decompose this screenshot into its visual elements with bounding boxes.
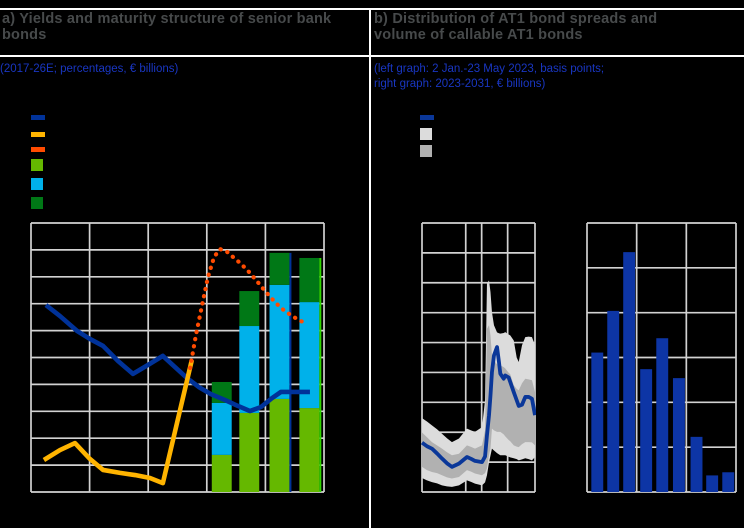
- yellow-line-swatch: [31, 132, 45, 137]
- median-line-swatch: [420, 115, 434, 120]
- panel-a-legend: [31, 113, 151, 213]
- blue-line-swatch: [31, 115, 45, 120]
- panel-b-title-line2: volume of callable AT1 bonds: [374, 27, 583, 43]
- panel-b-subtitle: (left graph: 2 Jan.-23 May 2023, basis p…: [374, 62, 604, 92]
- panel-a-title-line2: bonds: [2, 27, 47, 43]
- panel-a-chart: [30, 222, 325, 493]
- panel-divider: [369, 8, 371, 528]
- median-line: [421, 345, 536, 469]
- panel-b-title: b) Distribution of AT1 bond spreads and v…: [374, 11, 740, 43]
- stacked-bars: [211, 252, 322, 492]
- dark-gray-band: [422, 325, 535, 479]
- panel-b-legend: [420, 113, 540, 213]
- top-rule: [0, 8, 744, 10]
- panel-a-title-line1: a) Yields and maturity structure of seni…: [2, 11, 332, 27]
- panel-b-left-chart: [421, 222, 536, 493]
- light-gray-band-swatch: [420, 128, 432, 140]
- volume-bars: [591, 252, 735, 492]
- dark-green-bar-swatch: [31, 197, 43, 209]
- panel-a-title: a) Yields and maturity structure of seni…: [2, 11, 366, 43]
- yellow-line: [42, 359, 195, 486]
- light-green-bar-swatch: [31, 159, 43, 171]
- orange-dotted-line: [187, 246, 308, 371]
- panel-a-subtitle: (2017-26E; percentages, € billions): [0, 63, 179, 75]
- orange-dotted-line-swatch: [31, 147, 45, 152]
- panel-b-subtitle-line1: (left graph: 2 Jan.-23 May 2023, basis p…: [374, 63, 605, 75]
- cyan-bar-swatch: [31, 178, 43, 190]
- dark-gray-band-swatch: [420, 145, 432, 157]
- panel-b-subtitle-line2: right graph: 2023-2031, € billions): [374, 78, 546, 90]
- panel-b-title-line1: b) Distribution of AT1 bond spreads and: [374, 11, 658, 27]
- panel-b-right-chart: [586, 222, 737, 493]
- title-underline-rule: [0, 55, 744, 57]
